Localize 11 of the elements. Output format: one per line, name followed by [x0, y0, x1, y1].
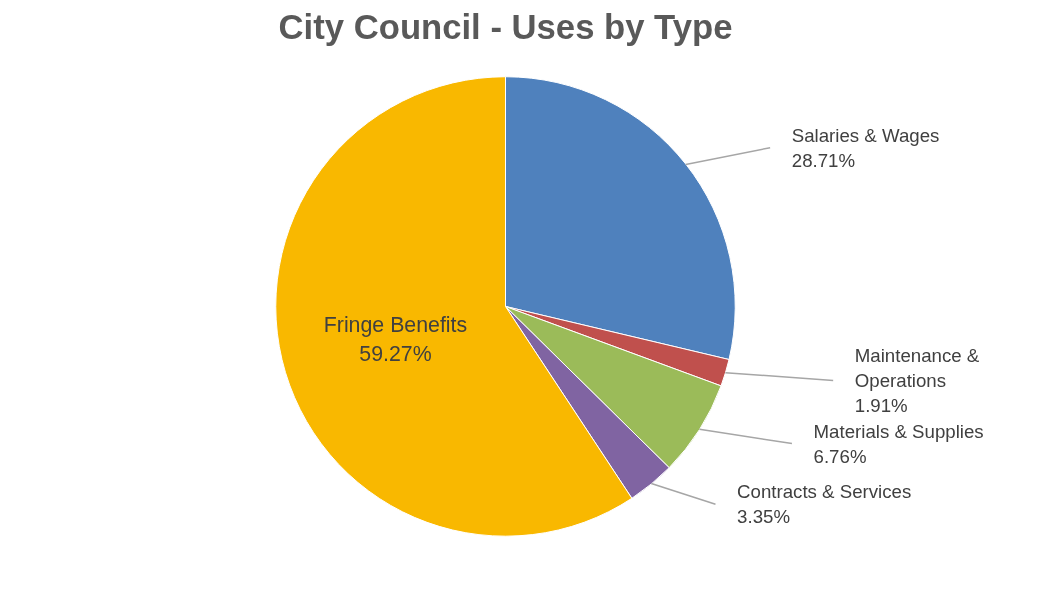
slice-label: Contracts & Services [737, 481, 912, 503]
chart-title: City Council - Uses by Type [278, 7, 733, 46]
data-label: 3.35% [737, 506, 791, 528]
data-label: 59.27% [359, 341, 432, 366]
slice-label: Maintenance & Operations [854, 344, 980, 391]
data-label: 28.71% [791, 149, 856, 171]
data-label: 1.91% [854, 395, 908, 417]
slice-label: Fringe Benefits [323, 312, 468, 337]
data-label: 6.76% [813, 445, 867, 467]
slice-label: Materials & Supplies [813, 420, 984, 442]
slice-label: Salaries & Wages [791, 124, 940, 146]
